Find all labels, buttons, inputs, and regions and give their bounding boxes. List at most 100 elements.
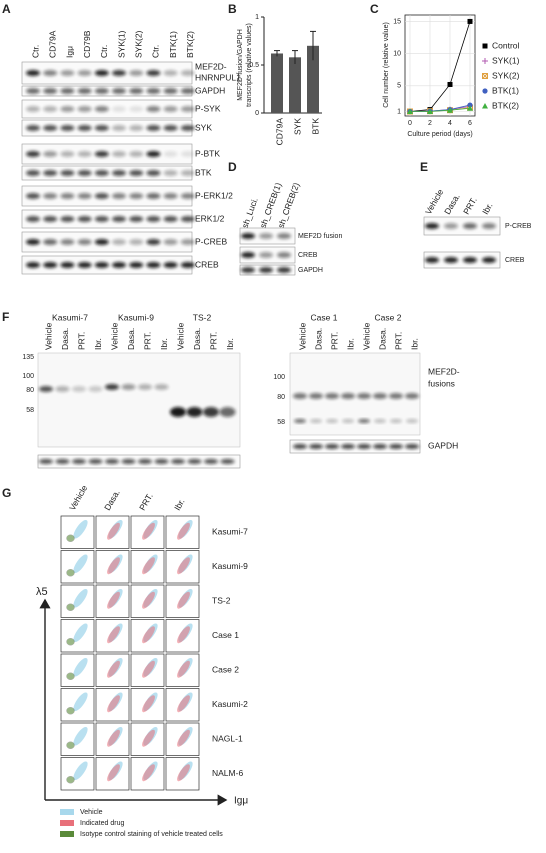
marker-shape [482, 73, 488, 79]
lane-label: SYK(2) [133, 30, 143, 58]
lane-label: Ibr. [159, 338, 169, 350]
plot-frame [404, 14, 476, 117]
band [259, 233, 273, 239]
band [444, 223, 458, 229]
series-line [409, 21, 471, 112]
contour-drug [177, 591, 190, 609]
band [146, 151, 161, 157]
blot [21, 143, 195, 165]
band [180, 151, 195, 157]
flow-plot [95, 688, 130, 722]
band [94, 193, 109, 199]
size-marker: 80 [26, 387, 34, 394]
band [112, 88, 126, 94]
legend-marker [482, 73, 488, 79]
band [463, 223, 477, 229]
bar [289, 57, 301, 113]
band [77, 216, 92, 222]
flow-plot [60, 688, 95, 722]
band [163, 106, 178, 112]
legend-swatch [60, 820, 74, 826]
row-label: MEF2D- [428, 366, 460, 376]
lane-label: PRT. [461, 195, 479, 216]
band [180, 193, 195, 199]
blot [239, 246, 296, 264]
band [88, 386, 103, 392]
band [146, 239, 161, 245]
band [163, 125, 178, 131]
band [26, 88, 40, 94]
band [180, 216, 195, 222]
flow-plot [165, 515, 200, 549]
band [146, 193, 161, 199]
band [129, 125, 144, 131]
row-label: MEF2D fusion [298, 233, 342, 240]
series-line [410, 107, 471, 112]
row-label: NALM-6 [212, 768, 243, 778]
band [294, 419, 306, 423]
lane-label: sh_Luci. [240, 196, 260, 229]
band [277, 252, 291, 258]
band [105, 384, 119, 390]
band [325, 393, 339, 399]
band [105, 459, 119, 464]
size-marker: 58 [277, 419, 285, 426]
band [425, 223, 439, 229]
band [146, 170, 161, 176]
band [77, 88, 92, 94]
row-label: CREB [195, 259, 219, 269]
contour-isotype [66, 569, 75, 577]
legend-label: Control [492, 40, 520, 50]
band [180, 125, 195, 131]
legend-label: Vehicle [80, 809, 103, 816]
band [138, 459, 152, 464]
band [60, 216, 75, 222]
column-label: PRT. [137, 491, 155, 512]
blot [239, 227, 296, 245]
contour-drug [177, 626, 190, 644]
band [26, 151, 40, 157]
band [77, 125, 92, 131]
panel-letter: B [228, 2, 237, 16]
legend-marker [482, 58, 488, 64]
blot [423, 251, 501, 269]
band [94, 88, 109, 94]
group-label: Kasumi-9 [118, 312, 154, 322]
band [112, 193, 126, 199]
blot [21, 209, 195, 229]
contour-drug [107, 591, 120, 609]
band [112, 170, 126, 176]
lane-label: Ibr. [345, 338, 355, 350]
lane-label: Vehicle [297, 322, 307, 350]
flow-plot [95, 619, 130, 653]
flow-plot [60, 722, 95, 756]
contour-vehicle [73, 588, 88, 608]
size-marker: 58 [26, 407, 34, 414]
band [26, 70, 40, 76]
contour-drug [142, 591, 155, 609]
band [341, 444, 355, 449]
row-label: fusions [428, 378, 455, 388]
blot [21, 99, 195, 119]
contour-isotype [66, 776, 75, 784]
band [310, 419, 322, 423]
bar [307, 45, 319, 113]
band [39, 386, 53, 392]
lane-label: Dasa. [442, 192, 462, 216]
x-tick-label: 2 [428, 120, 432, 127]
band [309, 393, 323, 399]
band [146, 106, 161, 112]
band [112, 216, 126, 222]
lane-label: Igμ [65, 46, 75, 58]
band [259, 267, 273, 273]
plot-frame [95, 619, 130, 653]
x-axis-label: Culture period (days) [407, 131, 472, 138]
row-label: Case 1 [212, 630, 239, 640]
band [163, 88, 178, 94]
band [77, 170, 92, 176]
lane-label: PRT. [76, 332, 86, 350]
lane-label: PRT. [393, 332, 403, 350]
band [325, 444, 339, 449]
lane-label: CD79B [82, 30, 92, 58]
band [163, 151, 178, 157]
